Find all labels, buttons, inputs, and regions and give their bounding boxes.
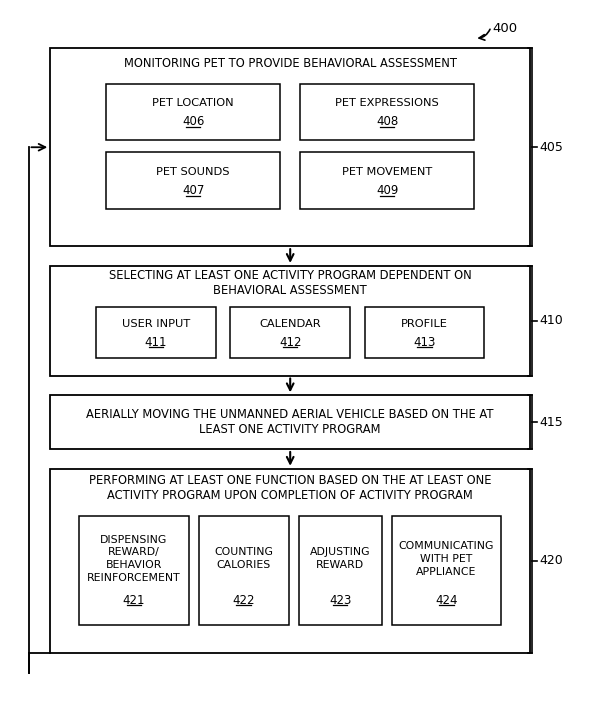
Text: PET LOCATION: PET LOCATION (152, 98, 234, 108)
Bar (50, 395, 530, 449)
Text: 422: 422 (232, 594, 255, 606)
Bar (299, 515, 382, 626)
Text: 420: 420 (539, 555, 563, 567)
Bar (50, 469, 530, 653)
Bar (79, 515, 189, 626)
Bar (230, 307, 350, 358)
Text: COMMUNICATING
WITH PET
APPLIANCE: COMMUNICATING WITH PET APPLIANCE (399, 541, 494, 577)
Bar (300, 152, 475, 209)
Text: ADJUSTING
REWARD: ADJUSTING REWARD (310, 547, 370, 570)
Bar (50, 48, 530, 246)
Text: 411: 411 (145, 336, 167, 349)
Text: 405: 405 (539, 141, 563, 154)
Text: 407: 407 (182, 184, 205, 197)
Bar (300, 84, 475, 141)
Bar (392, 515, 502, 626)
Text: SELECTING AT LEAST ONE ACTIVITY PROGRAM DEPENDENT ON
BEHAVIORAL ASSESSMENT: SELECTING AT LEAST ONE ACTIVITY PROGRAM … (109, 270, 472, 297)
Bar (50, 266, 530, 376)
Bar (199, 515, 289, 626)
Text: 421: 421 (122, 594, 145, 606)
Text: 400: 400 (492, 22, 517, 36)
Text: CALENDAR: CALENDAR (259, 319, 321, 329)
Text: 410: 410 (539, 315, 563, 327)
Bar (106, 152, 280, 209)
Text: DISPENSING
REWARD/
BEHAVIOR
REINFORCEMENT: DISPENSING REWARD/ BEHAVIOR REINFORCEMEN… (87, 535, 181, 583)
Text: 408: 408 (376, 115, 398, 129)
Text: 413: 413 (413, 336, 436, 349)
Text: PET MOVEMENT: PET MOVEMENT (342, 167, 433, 177)
Bar (96, 307, 216, 358)
Text: 409: 409 (376, 184, 398, 197)
Text: MONITORING PET TO PROVIDE BEHAVIORAL ASSESSMENT: MONITORING PET TO PROVIDE BEHAVIORAL ASS… (124, 58, 457, 70)
Text: 415: 415 (539, 415, 563, 429)
Text: COUNTING
CALORIES: COUNTING CALORIES (214, 547, 273, 570)
Text: 424: 424 (435, 594, 458, 606)
Text: AERIALLY MOVING THE UNMANNED AERIAL VEHICLE BASED ON THE AT
LEAST ONE ACTIVITY P: AERIALLY MOVING THE UNMANNED AERIAL VEHI… (86, 408, 494, 436)
Bar (365, 307, 484, 358)
Text: PERFORMING AT LEAST ONE FUNCTION BASED ON THE AT LEAST ONE
ACTIVITY PROGRAM UPON: PERFORMING AT LEAST ONE FUNCTION BASED O… (89, 474, 491, 502)
Text: 406: 406 (182, 115, 205, 129)
Text: PET EXPRESSIONS: PET EXPRESSIONS (335, 98, 439, 108)
Text: 423: 423 (329, 594, 352, 606)
Text: PROFILE: PROFILE (401, 319, 448, 329)
Text: PET SOUNDS: PET SOUNDS (157, 167, 230, 177)
Text: 412: 412 (279, 336, 301, 349)
Bar (106, 84, 280, 141)
Text: USER INPUT: USER INPUT (122, 319, 190, 329)
